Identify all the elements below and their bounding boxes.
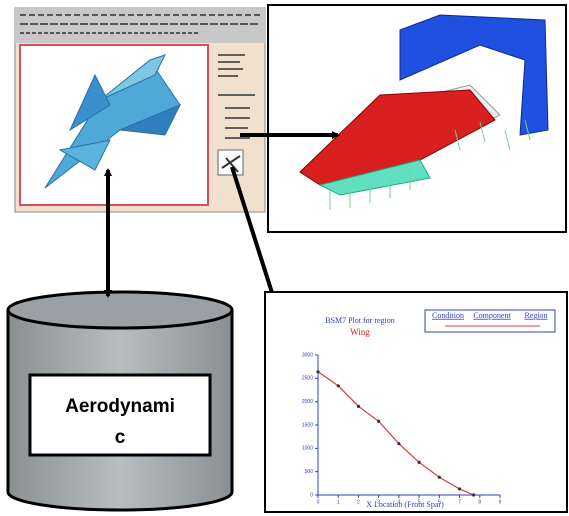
database-label: c [115, 427, 126, 448]
x-tick-label: 8 [478, 499, 481, 505]
y-tick-label: 2000 [302, 399, 313, 405]
app-window [15, 8, 265, 212]
data-point [377, 420, 380, 423]
x-tick-label: 6 [438, 499, 441, 505]
data-point [337, 384, 340, 387]
database: Aerodynami c [8, 292, 232, 510]
data-point [438, 476, 441, 479]
data-point [316, 370, 319, 373]
x-tick-label: 2 [357, 499, 360, 505]
data-point [458, 487, 461, 490]
data-point [397, 442, 400, 445]
x-tick-label: 4 [397, 499, 400, 505]
plot-title: BSM7 Plot for region [325, 316, 395, 325]
y-tick-label: 2500 [302, 376, 313, 382]
y-tick-label: 3000 [302, 352, 313, 358]
toolbar [15, 8, 265, 43]
legend-header: Component [473, 311, 511, 320]
x-tick-label: 0 [317, 499, 320, 505]
y-tick-label: 0 [310, 492, 313, 498]
plot-window: BSM7 Plot for region Wing Condition Comp… [265, 292, 567, 512]
data-point [472, 493, 475, 496]
plot-region: Wing [350, 327, 370, 337]
x-tick-label: 7 [458, 499, 461, 505]
x-tick-label: 1 [337, 499, 340, 505]
wing-window [268, 5, 566, 232]
y-tick-label: 1500 [302, 422, 313, 428]
diagram: Aerodynami c BSM7 Plot for region Wing C… [0, 0, 569, 516]
y-tick-label: 500 [305, 469, 314, 475]
x-tick-label: 9 [499, 499, 502, 505]
x-tick-label: 3 [377, 499, 380, 505]
data-point [418, 461, 421, 464]
database-label: Aerodynami [65, 396, 175, 417]
y-tick-label: 1000 [302, 446, 313, 452]
x-tick-label: 5 [418, 499, 421, 505]
legend-header: Region [524, 311, 547, 320]
cylinder-top [8, 292, 232, 328]
page: {"database": {"label_lines": ["Aerodynam… [0, 0, 569, 516]
legend-header: Condition [432, 311, 464, 320]
data-point [357, 405, 360, 408]
